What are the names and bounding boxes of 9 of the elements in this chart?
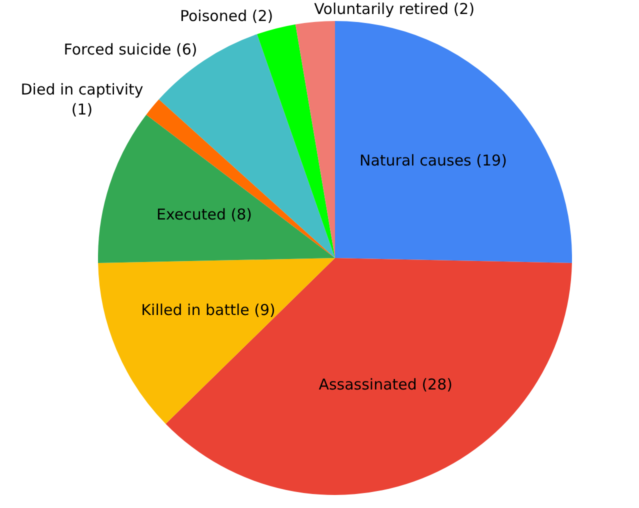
slice-label: Died in captivity [20,80,144,98]
data-label: (1) [71,100,93,118]
slice-label: Killed in battle (9) [141,301,276,320]
slice-label: Assassinated (28) [318,376,452,394]
slice-label: Forced suicide (6) [64,40,198,59]
slice-label: Voluntarily retired (2) [314,0,475,18]
slice-label: Natural causes (19) [359,152,507,170]
slice-label: Executed (8) [156,205,252,224]
slice-label: Poisoned (2) [180,6,274,25]
